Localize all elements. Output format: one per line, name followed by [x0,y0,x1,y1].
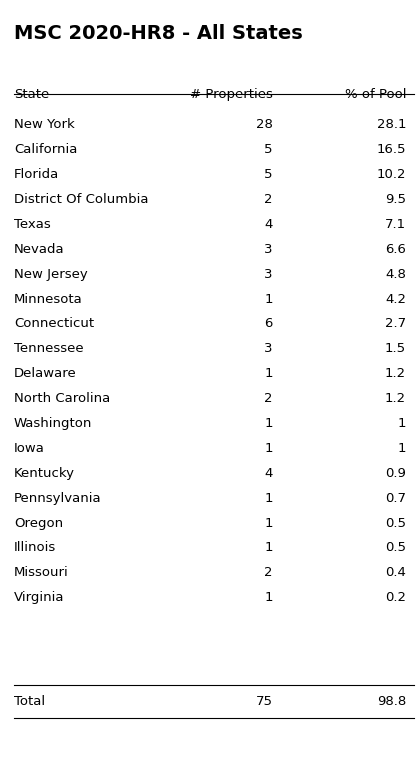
Text: 2: 2 [264,566,273,579]
Text: 1: 1 [264,516,273,530]
Text: North Carolina: North Carolina [14,392,110,405]
Text: 4.2: 4.2 [385,292,406,306]
Text: Delaware: Delaware [14,367,77,380]
Text: Missouri: Missouri [14,566,68,579]
Text: 28: 28 [256,118,273,131]
Text: 0.4: 0.4 [385,566,406,579]
Text: 4.8: 4.8 [385,268,406,281]
Text: California: California [14,143,77,156]
Text: Nevada: Nevada [14,243,65,256]
Text: 98.8: 98.8 [377,695,406,709]
Text: Kentucky: Kentucky [14,467,75,480]
Text: 1: 1 [264,417,273,430]
Text: Texas: Texas [14,218,51,231]
Text: 0.7: 0.7 [385,491,406,505]
Text: 6.6: 6.6 [385,243,406,256]
Text: 1.2: 1.2 [385,392,406,405]
Text: 1.2: 1.2 [385,367,406,380]
Text: 1: 1 [264,442,273,455]
Text: MSC 2020-HR8 - All States: MSC 2020-HR8 - All States [14,24,303,43]
Text: 5: 5 [264,143,273,156]
Text: 3: 3 [264,268,273,281]
Text: % of Pool: % of Pool [344,88,406,101]
Text: 1: 1 [264,367,273,380]
Text: 1.5: 1.5 [385,342,406,355]
Text: 3: 3 [264,342,273,355]
Text: Total: Total [14,695,45,709]
Text: 1: 1 [264,292,273,306]
Text: 0.9: 0.9 [385,467,406,480]
Text: 2: 2 [264,392,273,405]
Text: 5: 5 [264,168,273,181]
Text: 1: 1 [264,591,273,604]
Text: 0.2: 0.2 [385,591,406,604]
Text: 4: 4 [264,218,273,231]
Text: 0.5: 0.5 [385,541,406,554]
Text: 75: 75 [256,695,273,709]
Text: 2: 2 [264,193,273,206]
Text: Minnesota: Minnesota [14,292,83,306]
Text: Virginia: Virginia [14,591,64,604]
Text: 6: 6 [264,317,273,330]
Text: 16.5: 16.5 [377,143,406,156]
Text: 0.5: 0.5 [385,516,406,530]
Text: Washington: Washington [14,417,92,430]
Text: Connecticut: Connecticut [14,317,94,330]
Text: 7.1: 7.1 [385,218,406,231]
Text: 2.7: 2.7 [385,317,406,330]
Text: 9.5: 9.5 [385,193,406,206]
Text: Illinois: Illinois [14,541,56,554]
Text: Tennessee: Tennessee [14,342,84,355]
Text: State: State [14,88,49,101]
Text: 1: 1 [264,541,273,554]
Text: 10.2: 10.2 [377,168,406,181]
Text: 1: 1 [398,417,406,430]
Text: Pennsylvania: Pennsylvania [14,491,102,505]
Text: Iowa: Iowa [14,442,45,455]
Text: 28.1: 28.1 [377,118,406,131]
Text: 1: 1 [398,442,406,455]
Text: 4: 4 [264,467,273,480]
Text: Florida: Florida [14,168,59,181]
Text: New York: New York [14,118,75,131]
Text: New Jersey: New Jersey [14,268,88,281]
Text: Oregon: Oregon [14,516,63,530]
Text: # Properties: # Properties [190,88,273,101]
Text: District Of Columbia: District Of Columbia [14,193,148,206]
Text: 1: 1 [264,491,273,505]
Text: 3: 3 [264,243,273,256]
